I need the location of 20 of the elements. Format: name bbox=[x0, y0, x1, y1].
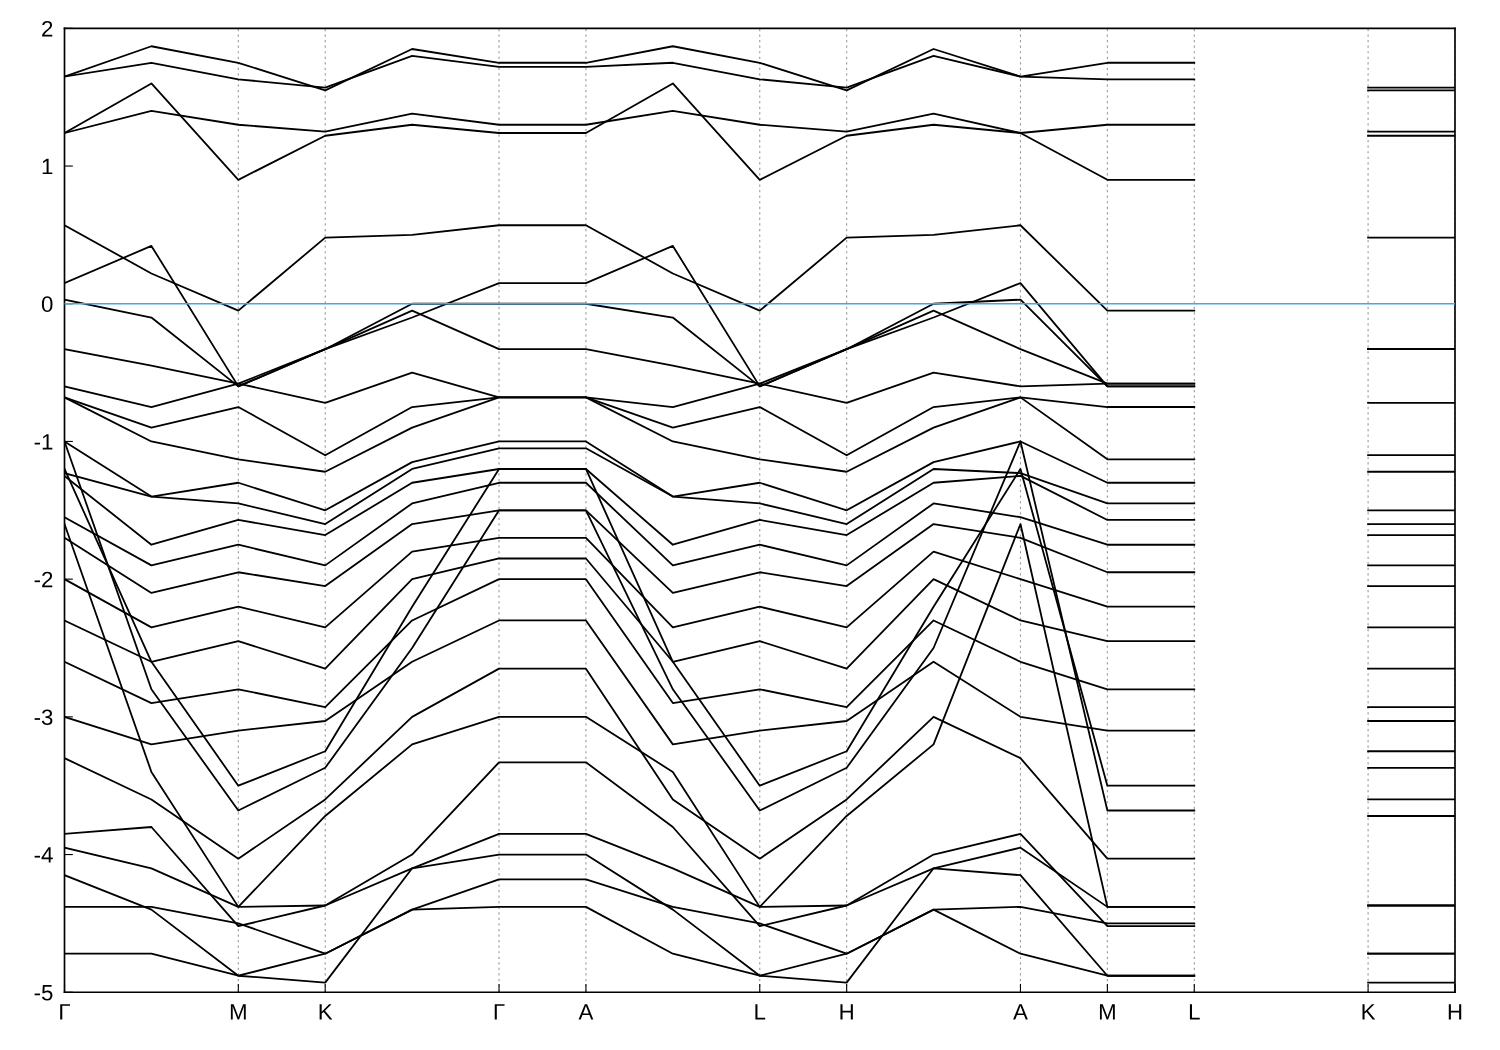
x-tick-label: H bbox=[1448, 1004, 1462, 1020]
x-tick-label: K bbox=[319, 1004, 333, 1020]
y-tick-label: -3 bbox=[34, 709, 53, 726]
y-tick-label: 2 bbox=[42, 20, 53, 37]
x-tick-label: L bbox=[1189, 1004, 1200, 1020]
y-tick-label: 0 bbox=[41, 296, 53, 313]
y-tick-label: -5 bbox=[34, 985, 53, 1001]
x-tick-label: M bbox=[1099, 1004, 1115, 1020]
y-tick-label: 1 bbox=[42, 158, 53, 175]
x-tick-label: L bbox=[755, 1004, 766, 1020]
x-tick-label: A bbox=[578, 1004, 594, 1020]
x-tick-label: H bbox=[840, 1004, 853, 1020]
y-tick-label: -1 bbox=[34, 434, 53, 450]
x-tick-label: Γ bbox=[494, 1004, 505, 1020]
x-tick-label: A bbox=[1013, 1004, 1028, 1020]
y-tick-label: -4 bbox=[34, 847, 53, 863]
x-tick-label: Γ bbox=[60, 1004, 70, 1020]
x-tick-label: K bbox=[1362, 1004, 1376, 1020]
y-tick-label: -2 bbox=[34, 571, 53, 588]
x-tick-label: M bbox=[230, 1004, 246, 1020]
